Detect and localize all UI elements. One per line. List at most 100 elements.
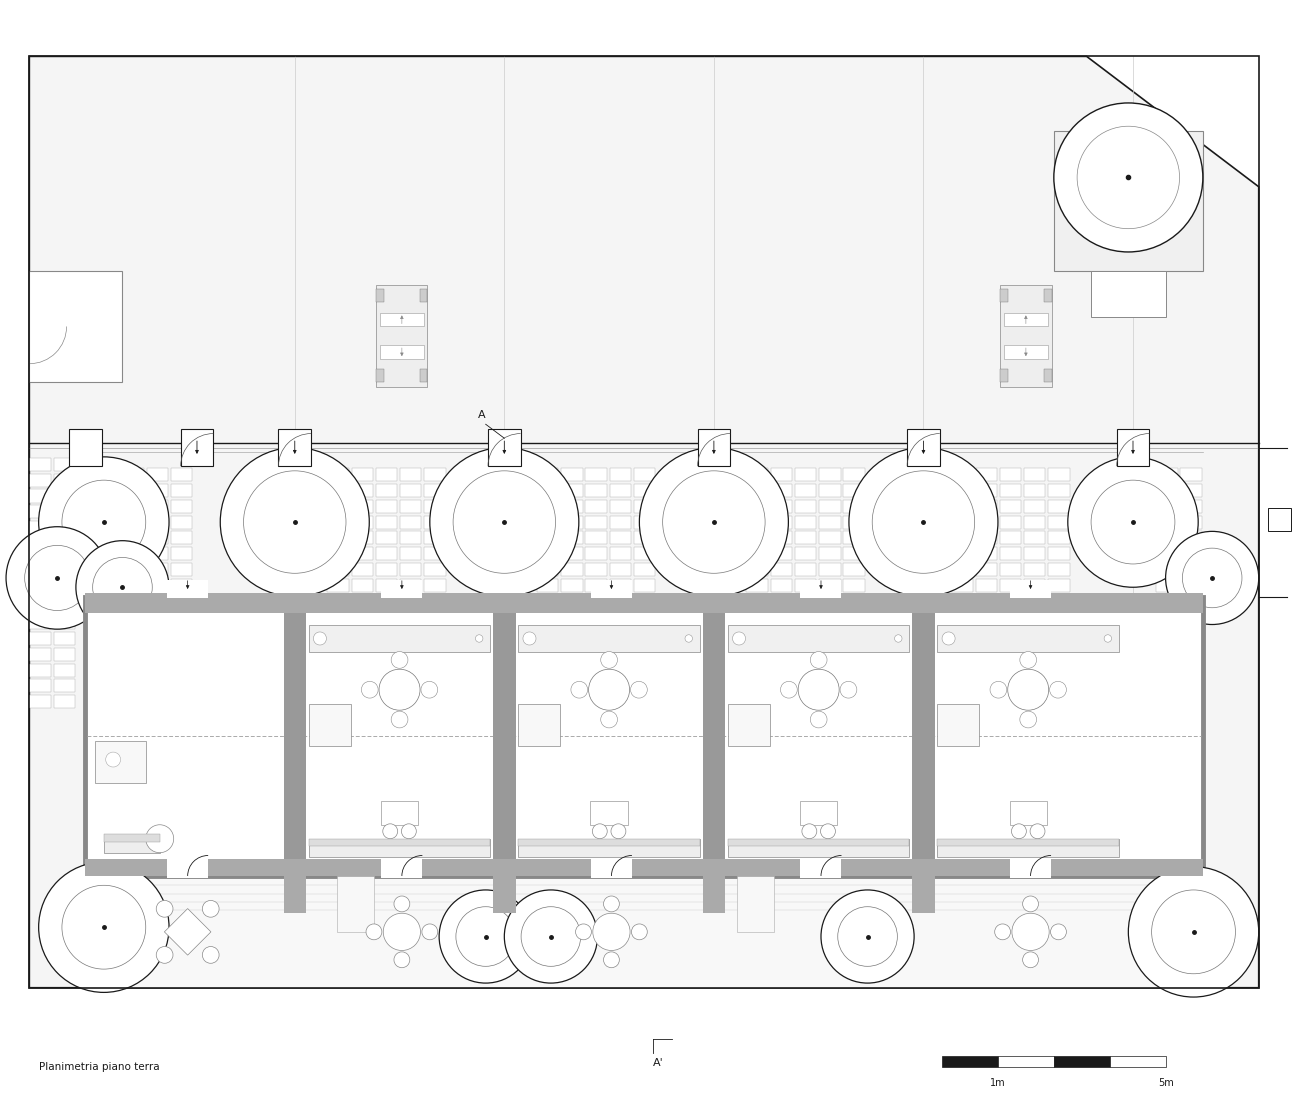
Bar bbox=[537, 531, 558, 544]
Bar bbox=[122, 531, 143, 544]
Bar bbox=[1180, 547, 1202, 560]
Bar bbox=[1049, 563, 1070, 576]
Text: 1m: 1m bbox=[990, 1078, 1005, 1088]
Bar bbox=[380, 802, 418, 825]
Bar bbox=[337, 876, 374, 932]
Bar bbox=[1024, 484, 1045, 497]
Circle shape bbox=[521, 906, 580, 966]
Bar bbox=[376, 531, 397, 544]
Bar bbox=[586, 499, 607, 513]
Bar bbox=[1157, 579, 1178, 592]
Bar bbox=[351, 563, 372, 576]
Circle shape bbox=[504, 890, 597, 983]
Bar bbox=[951, 499, 973, 513]
Bar bbox=[537, 579, 558, 592]
Bar bbox=[400, 516, 421, 529]
Bar bbox=[1024, 579, 1045, 592]
Circle shape bbox=[640, 448, 788, 596]
Bar bbox=[328, 516, 349, 529]
Bar bbox=[1157, 484, 1178, 497]
Bar bbox=[29, 521, 51, 535]
Text: Planimetria piano terra: Planimetria piano terra bbox=[38, 1063, 159, 1072]
Bar bbox=[1024, 531, 1045, 544]
Bar bbox=[1269, 508, 1291, 531]
Bar bbox=[519, 838, 700, 857]
Bar bbox=[54, 505, 75, 518]
Bar bbox=[29, 537, 51, 550]
Bar bbox=[351, 484, 372, 497]
Bar bbox=[146, 516, 168, 529]
Bar bbox=[728, 838, 909, 857]
Bar bbox=[1024, 547, 1045, 560]
Circle shape bbox=[840, 681, 857, 698]
Bar bbox=[728, 838, 909, 846]
Bar bbox=[424, 484, 446, 497]
Bar bbox=[171, 468, 192, 481]
Circle shape bbox=[383, 913, 421, 950]
Bar bbox=[800, 802, 837, 825]
Circle shape bbox=[440, 890, 532, 983]
Bar bbox=[561, 516, 583, 529]
Circle shape bbox=[243, 471, 346, 573]
Bar bbox=[951, 547, 973, 560]
Bar bbox=[1004, 345, 1048, 359]
Bar bbox=[351, 579, 372, 592]
Bar bbox=[376, 285, 428, 387]
Circle shape bbox=[820, 824, 836, 838]
Bar bbox=[351, 516, 372, 529]
Circle shape bbox=[1067, 456, 1198, 587]
Bar bbox=[951, 484, 973, 497]
Bar bbox=[351, 499, 372, 513]
Bar bbox=[1009, 802, 1046, 825]
Circle shape bbox=[62, 886, 146, 969]
Circle shape bbox=[146, 825, 174, 852]
Bar bbox=[400, 499, 421, 513]
Bar bbox=[351, 531, 372, 544]
Bar bbox=[494, 596, 516, 876]
Bar bbox=[537, 563, 558, 576]
Bar bbox=[1049, 516, 1070, 529]
Circle shape bbox=[1152, 890, 1236, 974]
Bar bbox=[494, 876, 516, 913]
Circle shape bbox=[801, 824, 817, 838]
Circle shape bbox=[1023, 896, 1038, 912]
Circle shape bbox=[575, 924, 591, 939]
Circle shape bbox=[25, 546, 89, 611]
Bar bbox=[586, 579, 607, 592]
Bar bbox=[1000, 289, 1008, 302]
Bar bbox=[912, 596, 934, 876]
Bar bbox=[634, 579, 655, 592]
Bar bbox=[1000, 468, 1021, 481]
Bar bbox=[488, 429, 521, 466]
Bar bbox=[54, 537, 75, 550]
Bar bbox=[309, 625, 491, 652]
Circle shape bbox=[430, 448, 579, 596]
Circle shape bbox=[942, 632, 955, 645]
Circle shape bbox=[522, 632, 536, 645]
Bar bbox=[1109, 1056, 1166, 1067]
Bar bbox=[420, 370, 428, 383]
Bar bbox=[171, 563, 192, 576]
Bar bbox=[746, 531, 769, 544]
Bar bbox=[586, 516, 607, 529]
Bar bbox=[746, 579, 769, 592]
Circle shape bbox=[873, 471, 975, 573]
Circle shape bbox=[220, 448, 370, 596]
Bar bbox=[728, 704, 770, 746]
Bar bbox=[86, 876, 1203, 988]
Circle shape bbox=[203, 946, 218, 964]
Bar bbox=[634, 468, 655, 481]
Circle shape bbox=[604, 952, 620, 968]
Bar bbox=[942, 1056, 998, 1067]
Bar bbox=[1180, 484, 1202, 497]
Bar bbox=[951, 563, 973, 576]
Bar bbox=[844, 579, 865, 592]
Bar bbox=[86, 593, 1203, 614]
Circle shape bbox=[1076, 126, 1179, 229]
Bar bbox=[951, 468, 973, 481]
Bar bbox=[1024, 468, 1045, 481]
Circle shape bbox=[811, 711, 826, 728]
Bar bbox=[54, 632, 75, 645]
Bar bbox=[795, 563, 816, 576]
Bar bbox=[328, 484, 349, 497]
